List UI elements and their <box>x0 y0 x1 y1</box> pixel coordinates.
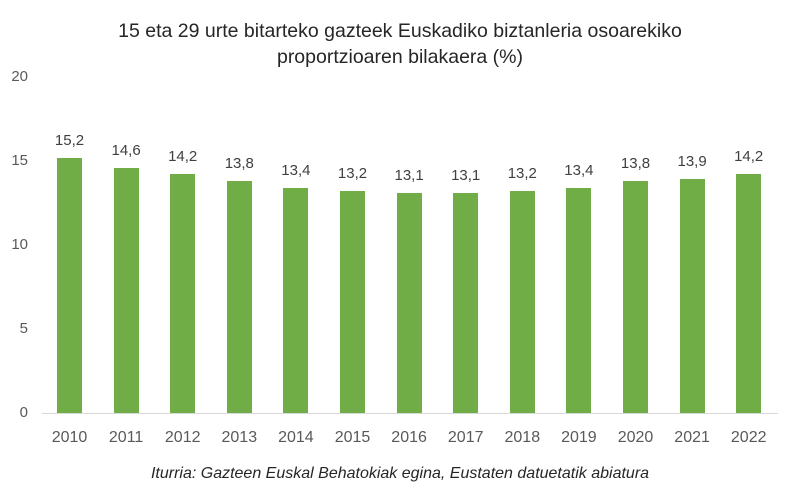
x-tick-label: 2015 <box>334 429 371 446</box>
y-tick-label: 15 <box>11 152 28 169</box>
bar-2014 <box>283 187 309 413</box>
bar-2012 <box>170 174 196 413</box>
data-label: 13,4 <box>564 161 594 179</box>
data-label: 14,2 <box>734 148 764 166</box>
x-axis-line <box>42 413 778 414</box>
bar-2016 <box>396 192 422 413</box>
data-label: 13,2 <box>337 165 368 183</box>
data-label: 13,8 <box>620 155 651 173</box>
x-tick-label: 2018 <box>504 429 541 446</box>
chart-title: 15 eta 29 urte bitarteko gazteek Euskadi… <box>0 18 800 70</box>
data-label: 14,6 <box>111 141 141 159</box>
x-tick-label: 2010 <box>51 429 88 446</box>
data-label: 13,1 <box>451 166 481 184</box>
data-label: 14,2 <box>168 148 198 166</box>
bar-2017 <box>453 192 479 413</box>
data-label: 13,2 <box>507 165 537 183</box>
bar-2022 <box>736 174 762 413</box>
bar-2010 <box>57 157 82 413</box>
data-label: 13,4 <box>281 161 311 179</box>
bar-2015 <box>340 191 365 413</box>
bar-2018 <box>509 191 535 413</box>
bar-2020 <box>623 181 648 413</box>
bar-2021 <box>679 179 705 413</box>
source-note: Iturria: Gazteen Euskal Behatokiak egina… <box>150 465 650 482</box>
bar-2013 <box>226 181 252 413</box>
data-label: 13,9 <box>677 153 707 171</box>
x-tick-label: 2014 <box>278 429 314 446</box>
x-tick-label: 2011 <box>108 429 144 446</box>
bar-2019 <box>566 187 592 413</box>
data-label: 13,8 <box>224 155 254 173</box>
y-tick-label: 20 <box>11 68 28 85</box>
data-label: 13,1 <box>394 166 424 184</box>
x-tick-label: 2021 <box>674 429 710 446</box>
y-tick-label: 0 <box>19 404 28 421</box>
bar-2011 <box>113 167 139 413</box>
data-label: 15,2 <box>54 131 85 149</box>
x-tick-label: 2020 <box>617 429 654 446</box>
x-tick-label: 2012 <box>164 429 201 446</box>
y-tick-label: 10 <box>11 236 28 253</box>
chart-title-line-1: 15 eta 29 urte bitarteko gazteek Euskadi… <box>118 20 682 42</box>
y-tick-label: 5 <box>19 320 28 337</box>
x-tick-label: 2022 <box>730 429 767 446</box>
x-tick-label: 2019 <box>561 429 597 446</box>
x-tick-label: 2013 <box>221 429 258 446</box>
chart-title-line-2: proportzioaren bilakaera (%) <box>276 46 524 68</box>
x-tick-label: 2016 <box>391 429 427 446</box>
x-tick-label: 2017 <box>447 429 484 446</box>
